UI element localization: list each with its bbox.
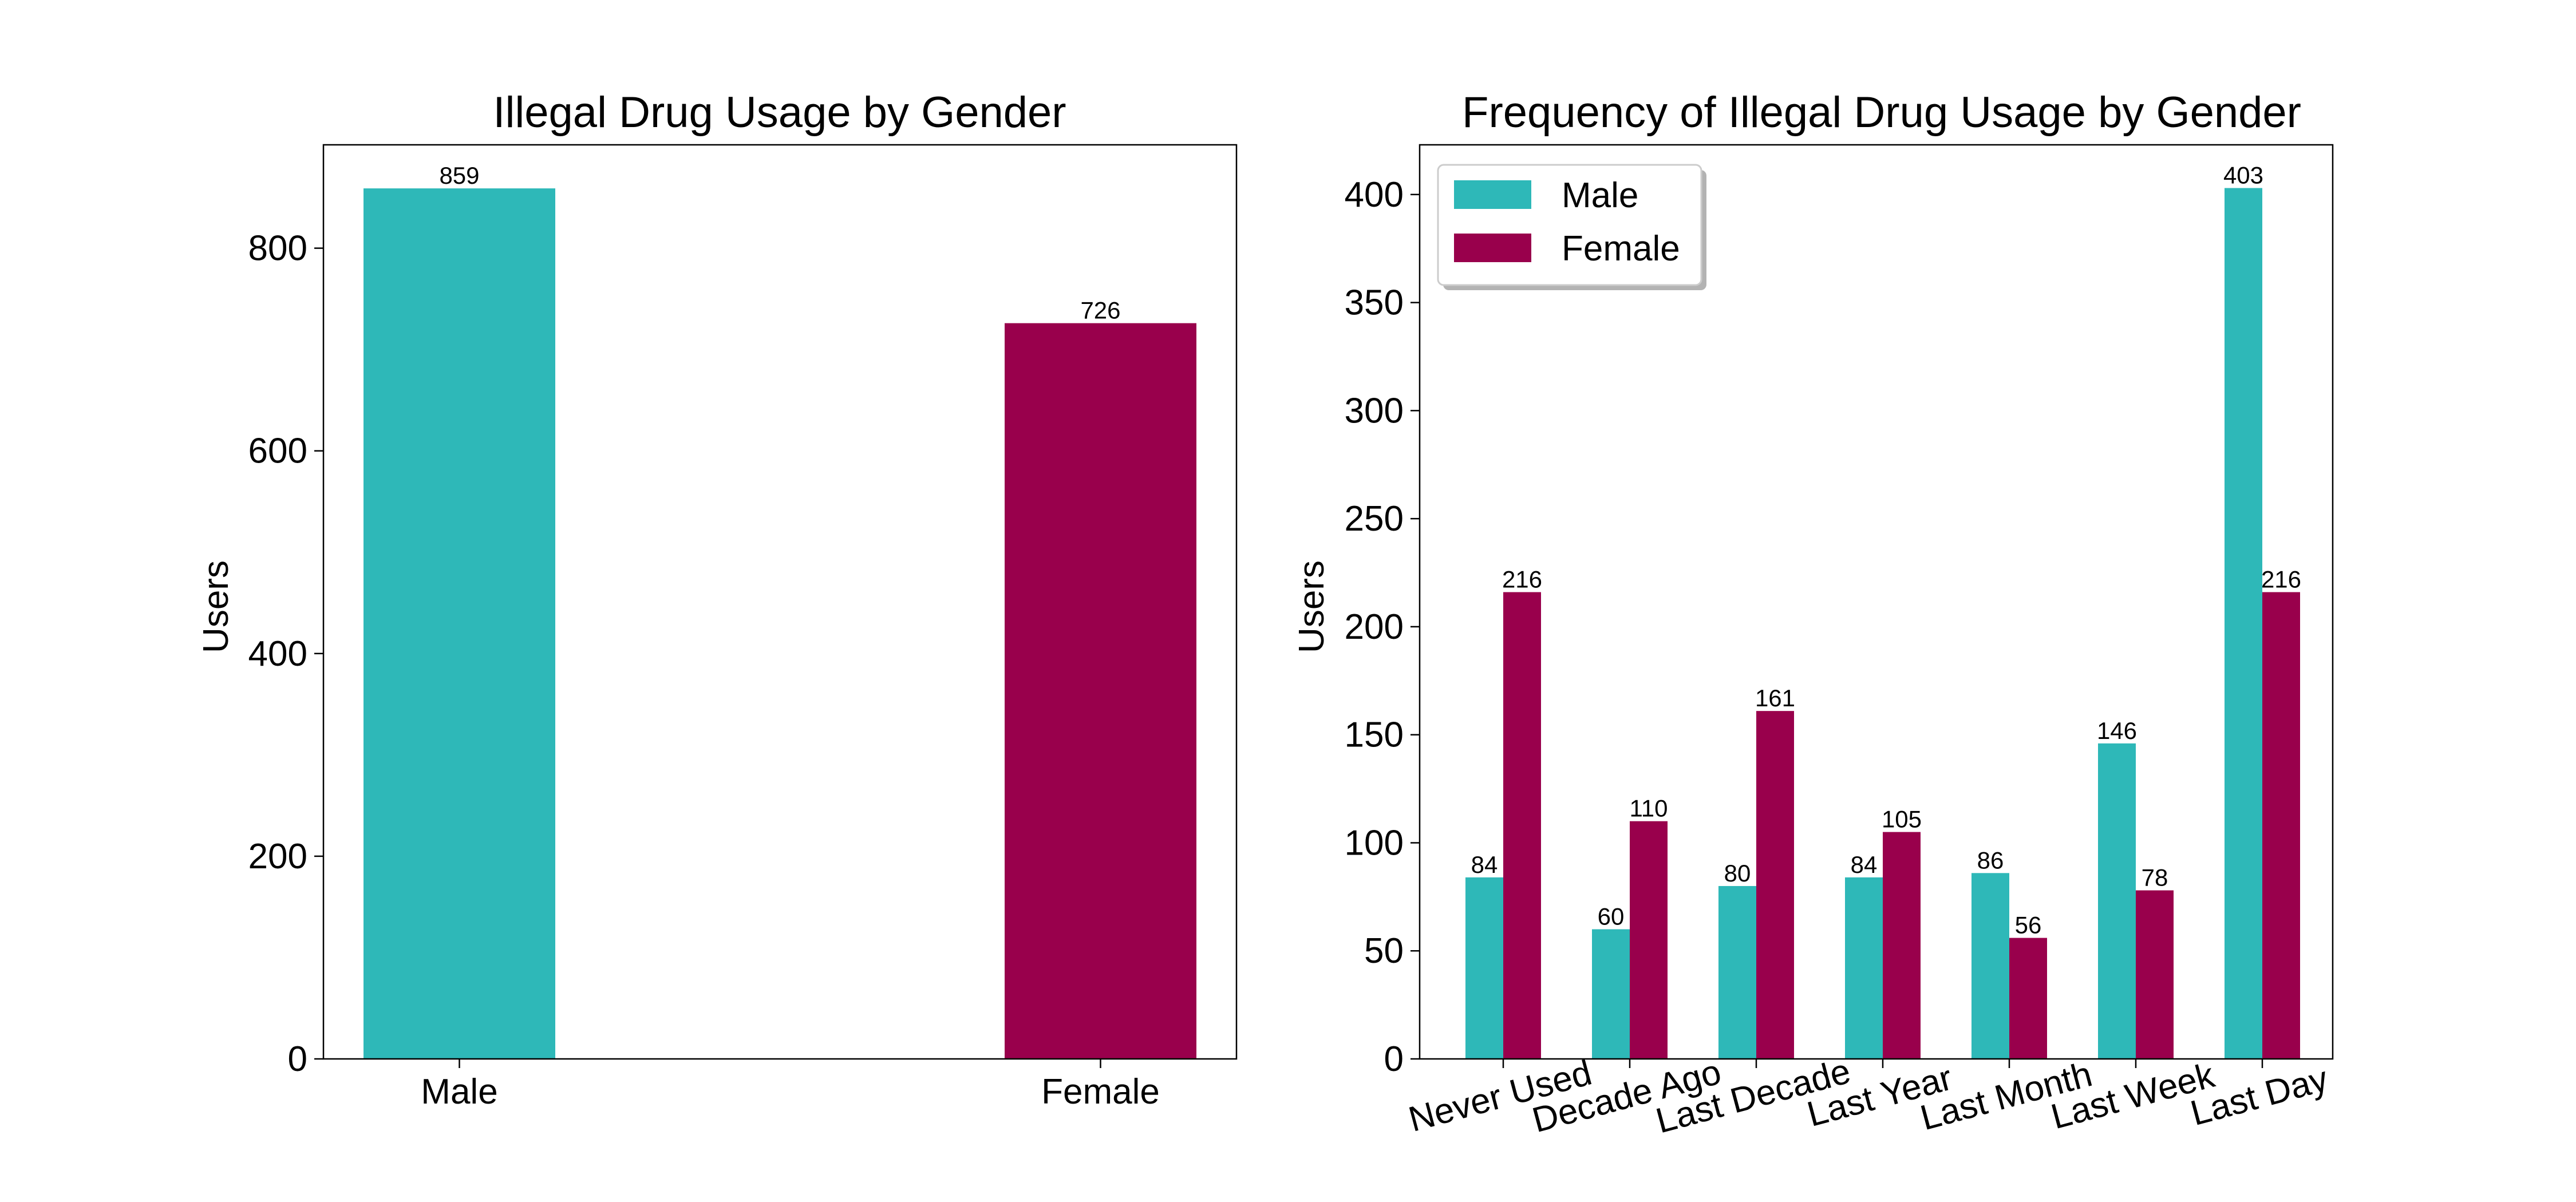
x-tick-label: Male bbox=[421, 1072, 497, 1112]
bar-female bbox=[2009, 938, 2047, 1059]
y-tick-label: 50 bbox=[1364, 931, 1404, 971]
bar bbox=[1005, 323, 1196, 1059]
x-tick-label: Female bbox=[1041, 1072, 1160, 1112]
data-label: 84 bbox=[1851, 851, 1878, 878]
bar-male bbox=[2225, 188, 2262, 1059]
y-tick-label: 400 bbox=[1345, 175, 1404, 215]
legend-swatch-male bbox=[1454, 180, 1531, 209]
y-tick-label: 250 bbox=[1345, 499, 1404, 539]
y-axis-label: Users bbox=[1292, 560, 1332, 653]
bar-female bbox=[1756, 711, 1794, 1059]
data-label: 726 bbox=[1080, 297, 1120, 324]
bar-male bbox=[1718, 885, 1756, 1059]
chart-gender-usage: Illegal Drug Usage by Gender Users 859 72… bbox=[196, 88, 1238, 1112]
y-tick-label: 800 bbox=[248, 229, 307, 268]
data-label: 80 bbox=[1724, 860, 1751, 887]
y-tick-label: 300 bbox=[1345, 391, 1404, 430]
bar-male bbox=[1845, 877, 1883, 1059]
y-tick-label: 0 bbox=[288, 1039, 307, 1079]
chart-title: Frequency of Illegal Drug Usage by Gende… bbox=[1462, 88, 2301, 137]
y-tick-label: 0 bbox=[1384, 1039, 1404, 1079]
y-tick-label: 350 bbox=[1345, 283, 1404, 323]
bar bbox=[364, 188, 555, 1059]
data-label: 403 bbox=[2223, 162, 2263, 189]
y-tick-label: 600 bbox=[248, 432, 307, 471]
data-label: 216 bbox=[1502, 566, 1542, 593]
data-label: 78 bbox=[2142, 864, 2168, 891]
bar-male bbox=[2098, 743, 2136, 1059]
data-label: 859 bbox=[439, 162, 479, 189]
data-label: 216 bbox=[2261, 566, 2301, 593]
bar-female bbox=[1883, 832, 1921, 1059]
chart-title: Illegal Drug Usage by Gender bbox=[493, 88, 1066, 137]
legend-label-female: Female bbox=[1562, 229, 1680, 268]
y-tick-label: 150 bbox=[1345, 715, 1404, 755]
data-label: 84 bbox=[1471, 851, 1498, 878]
bar-female bbox=[1503, 592, 1541, 1059]
bar-female bbox=[2262, 592, 2300, 1059]
bars-group: 859 726 bbox=[364, 162, 1196, 1059]
plot-frame bbox=[1419, 144, 2334, 1060]
bar-male bbox=[1465, 877, 1503, 1059]
legend-label-male: Male bbox=[1562, 176, 1638, 215]
bar-female bbox=[2136, 890, 2174, 1059]
bar-male bbox=[1592, 929, 1630, 1059]
legend: Male Female bbox=[1437, 164, 1706, 290]
legend-swatch-female bbox=[1454, 234, 1531, 262]
data-label: 110 bbox=[1630, 795, 1668, 822]
bar-male bbox=[1971, 873, 2009, 1059]
axis-ticks-group: 0 200 400 600 800 Male Female bbox=[248, 229, 1160, 1112]
y-tick-label: 200 bbox=[248, 837, 307, 876]
data-label: 56 bbox=[2015, 912, 2042, 939]
data-label: 105 bbox=[1882, 806, 1922, 833]
data-label: 60 bbox=[1598, 903, 1625, 930]
data-label: 146 bbox=[2097, 717, 2137, 744]
y-tick-label: 200 bbox=[1345, 607, 1404, 647]
data-label: 161 bbox=[1755, 685, 1795, 711]
plot-frame bbox=[322, 144, 1238, 1060]
y-tick-label: 400 bbox=[248, 634, 307, 674]
data-label: 86 bbox=[1977, 847, 2004, 873]
y-tick-label: 100 bbox=[1345, 823, 1404, 863]
bar-female bbox=[1630, 821, 1668, 1059]
y-axis-label: Users bbox=[196, 560, 236, 653]
